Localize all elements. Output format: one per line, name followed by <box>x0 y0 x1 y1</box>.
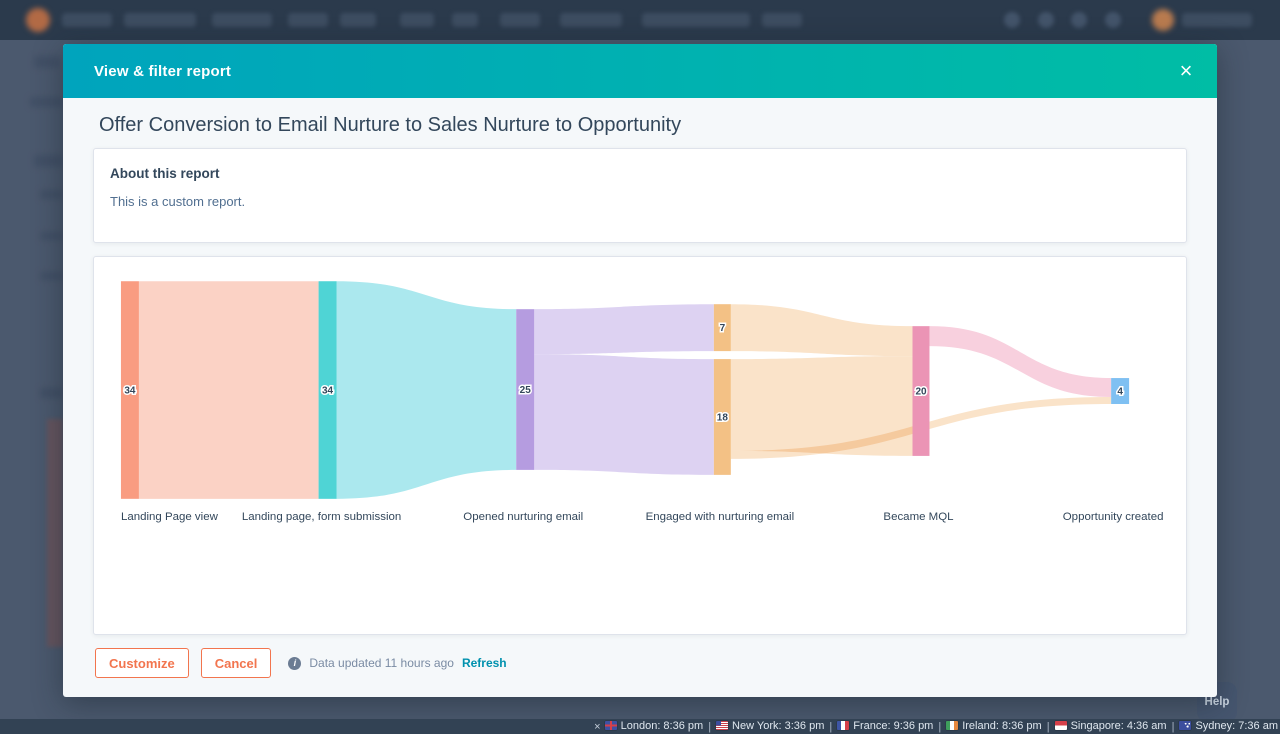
clock-city-time: Sydney: 7:36 am <box>1195 719 1278 732</box>
sankey-node-value: 18 <box>717 412 729 423</box>
sankey-stage-label: Engaged with nurturing email <box>646 511 795 523</box>
sankey-stage-label: Became MQL <box>883 511 953 523</box>
app-logo-icon <box>26 8 50 32</box>
nav-item-blurred <box>212 13 272 27</box>
customize-button[interactable]: Customize <box>95 648 189 678</box>
sankey-node-value: 4 <box>1117 387 1123 398</box>
sankey-node-value: 25 <box>520 385 532 396</box>
nav-item-blurred <box>762 13 802 27</box>
clock-item: Singapore: 4:36 am <box>1054 719 1167 732</box>
flag-us-icon <box>716 721 729 731</box>
background-chart-bar <box>47 419 63 647</box>
sankey-node[interactable] <box>516 309 535 470</box>
about-report-description: This is a custom report. <box>110 194 246 209</box>
sankey-flow[interactable] <box>138 281 319 499</box>
search-icon <box>1004 12 1020 28</box>
sankey-flow[interactable] <box>336 281 517 499</box>
modal-footer: Customize Cancel i Data updated 11 hours… <box>95 648 507 678</box>
clock-separator: | <box>829 721 833 734</box>
nav-item-blurred <box>124 13 196 27</box>
cancel-button[interactable]: Cancel <box>200 648 272 678</box>
marketplace-icon <box>1038 12 1054 28</box>
sankey-stage-label: Opened nurturing email <box>463 511 583 523</box>
clock-city-time: Ireland: 8:36 pm <box>962 719 1042 732</box>
nav-item-blurred <box>288 13 328 27</box>
sankey-node[interactable] <box>1111 378 1130 405</box>
top-nav <box>0 0 1280 40</box>
clock-item: Sydney: 7:36 am <box>1179 720 1278 732</box>
clock-item: New York: 3:36 pm <box>716 720 824 732</box>
sankey-node[interactable] <box>120 281 139 499</box>
sankey-flow[interactable] <box>534 354 714 475</box>
sankey-node[interactable] <box>912 326 930 456</box>
avatar <box>1152 9 1174 31</box>
sankey-stage-label: Landing page, form submission <box>242 511 401 523</box>
sankey-flow[interactable] <box>929 326 1112 398</box>
clock-item: Ireland: 8:36 pm <box>946 720 1042 732</box>
clock-city-time: Singapore: 4:36 am <box>1070 719 1167 732</box>
account-name-blurred <box>1182 13 1252 27</box>
clock-bar-close-icon[interactable]: × <box>594 720 601 733</box>
world-clock-bar: × London: 8:36 pm | New York: 3:36 pm | Fran… <box>0 719 1280 734</box>
sankey-flow[interactable] <box>534 304 714 355</box>
nav-item-blurred <box>560 13 622 27</box>
flag-ie-icon <box>946 721 959 731</box>
nav-item-blurred <box>340 13 376 27</box>
refresh-link[interactable]: Refresh <box>461 656 507 670</box>
sankey-node-value: 7 <box>720 323 726 334</box>
sankey-node[interactable] <box>318 281 337 499</box>
sankey-chart-card: 34 34 25 7 18 20 4 Landing Page view Landing pag… <box>93 256 1187 635</box>
clock-city-time: France: 9:36 pm <box>853 719 934 732</box>
sankey-stage-label: Landing Page view <box>121 511 219 523</box>
flag-sg-icon <box>1054 721 1067 731</box>
nav-item-blurred <box>500 13 540 27</box>
about-report-card: About this report This is a custom repor… <box>93 148 1187 243</box>
sankey-node[interactable] <box>713 359 731 475</box>
flag-au-icon <box>1179 721 1192 731</box>
flag-fr-icon <box>837 721 850 731</box>
notifications-icon <box>1105 12 1121 28</box>
sankey-stage-label: Opportunity created <box>1063 511 1164 523</box>
view-filter-report-modal: View & filter report × Offer Conversion … <box>63 44 1217 697</box>
sankey-flow[interactable] <box>730 356 913 456</box>
nav-item-blurred <box>400 13 434 27</box>
clock-item: France: 9:36 pm <box>837 720 933 732</box>
modal-header: View & filter report × <box>63 44 1217 98</box>
clock-items: London: 8:36 pm | New York: 3:36 pm | France… <box>604 719 1278 734</box>
close-icon[interactable]: × <box>1172 57 1200 85</box>
sankey-node-value: 34 <box>124 386 136 397</box>
sankey-node-value: 34 <box>322 386 334 397</box>
info-icon: i <box>288 656 302 670</box>
clock-city-time: New York: 3:36 pm <box>732 719 825 732</box>
sankey-svg[interactable]: 34 34 25 7 18 20 4 Landing Page view Landing pag… <box>94 257 1186 557</box>
about-report-heading: About this report <box>110 166 220 181</box>
data-updated-status: Data updated 11 hours ago <box>309 656 454 670</box>
clock-item: London: 8:36 pm <box>604 719 704 732</box>
settings-icon <box>1071 12 1087 28</box>
modal-title: View & filter report <box>94 62 232 80</box>
clock-separator: | <box>708 721 712 734</box>
sankey-node[interactable] <box>713 304 731 352</box>
clock-separator: | <box>938 721 942 734</box>
sankey-node-value: 20 <box>915 387 927 398</box>
clock-separator: | <box>1171 721 1175 734</box>
flag-uk-icon <box>604 721 617 731</box>
sankey-flow[interactable] <box>730 304 913 357</box>
clock-separator: | <box>1046 721 1050 734</box>
nav-item-blurred <box>62 13 112 27</box>
report-title: Offer Conversion to Email Nurture to Sal… <box>99 114 682 136</box>
clock-city-time: London: 8:36 pm <box>620 719 704 732</box>
nav-item-blurred <box>452 13 478 27</box>
nav-item-blurred <box>642 13 750 27</box>
